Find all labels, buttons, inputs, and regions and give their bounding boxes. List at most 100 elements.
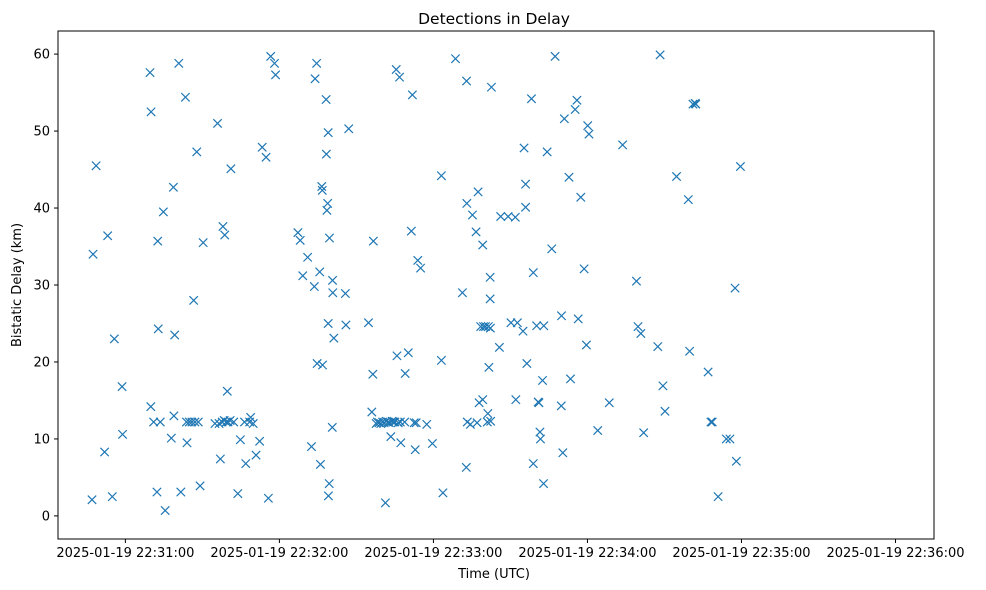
data-point <box>317 181 327 192</box>
data-point <box>180 92 191 102</box>
data-point <box>511 395 521 405</box>
data-point <box>526 94 537 104</box>
data-point <box>212 118 223 128</box>
data-point <box>671 171 682 182</box>
data-point <box>400 417 410 427</box>
data-point <box>691 99 701 109</box>
data-point <box>427 438 438 449</box>
data-point <box>528 458 538 469</box>
data-point <box>328 288 338 298</box>
data-point <box>655 50 665 60</box>
data-point <box>478 240 488 250</box>
data-point <box>233 488 243 499</box>
data-point <box>617 140 628 150</box>
chart-title: Detections in Delay <box>418 10 570 28</box>
data-point <box>484 362 494 372</box>
data-point <box>341 320 351 330</box>
data-point <box>214 418 224 429</box>
data-point <box>170 330 180 340</box>
data-point <box>158 207 169 217</box>
data-point <box>323 127 333 138</box>
data-point <box>324 478 334 489</box>
data-point <box>215 454 225 464</box>
data-point <box>99 447 110 457</box>
data-point <box>457 288 468 298</box>
data-point <box>153 236 163 246</box>
data-point <box>155 417 165 427</box>
data-point <box>246 412 256 423</box>
data-point <box>539 321 549 331</box>
data-point <box>229 417 239 427</box>
data-point <box>169 411 179 421</box>
data-point <box>639 428 649 438</box>
data-point <box>152 487 162 497</box>
data-point <box>550 51 560 62</box>
data-point <box>220 230 230 240</box>
data-point <box>538 478 549 489</box>
y-tick-label: 60 <box>33 48 50 63</box>
data-point <box>556 311 567 321</box>
data-point <box>653 341 663 352</box>
data-point <box>570 104 580 115</box>
data-point <box>579 264 589 274</box>
data-point <box>584 129 594 139</box>
x-axis-title: Time (UTC) <box>457 567 530 582</box>
data-point <box>394 72 405 82</box>
x-tick-label: 2025-01-19 22:32:00 <box>210 546 348 561</box>
data-point <box>367 407 377 417</box>
data-point <box>422 419 432 429</box>
data-point <box>406 226 416 236</box>
data-point <box>510 212 520 222</box>
data-point <box>461 76 472 86</box>
data-point <box>263 493 273 503</box>
data-point <box>87 495 97 505</box>
data-point <box>153 324 163 334</box>
data-point <box>192 147 202 157</box>
data-point <box>518 326 528 336</box>
data-point <box>261 152 271 162</box>
data-point <box>198 238 208 248</box>
data-point <box>438 488 448 498</box>
data-point <box>522 358 532 369</box>
data-point <box>303 252 313 262</box>
data-point <box>293 228 303 238</box>
data-point <box>581 340 592 350</box>
data-point <box>512 318 522 328</box>
data-point <box>103 231 113 241</box>
data-point <box>725 434 735 444</box>
data-point <box>88 249 98 259</box>
data-point <box>485 323 496 333</box>
data-point <box>391 64 401 75</box>
data-point <box>324 233 335 243</box>
data-point <box>528 268 538 278</box>
data-point <box>176 487 186 497</box>
data-point <box>168 182 179 192</box>
data-point <box>707 417 717 427</box>
data-point <box>485 272 495 282</box>
data-point <box>218 221 228 232</box>
data-point <box>450 54 461 64</box>
data-point <box>174 58 184 68</box>
data-point <box>473 187 483 197</box>
data-point <box>494 342 505 352</box>
data-point <box>486 82 497 92</box>
x-axis: 2025-01-19 22:31:00 2025-01-19 22:32:00 20… <box>56 539 965 561</box>
data-point <box>329 333 339 343</box>
data-point <box>559 114 569 124</box>
data-point <box>633 321 643 332</box>
data-point <box>535 434 546 444</box>
data-point <box>241 458 251 469</box>
data-point <box>703 367 713 377</box>
data-point <box>415 263 426 273</box>
data-point <box>312 358 322 369</box>
data-point <box>270 70 281 80</box>
x-tick-label: 2025-01-19 22:36:00 <box>826 546 964 561</box>
data-point <box>222 386 232 396</box>
data-point <box>564 172 574 182</box>
data-point <box>483 408 493 419</box>
data-point <box>471 227 481 237</box>
data-point <box>248 418 258 429</box>
data-point <box>317 185 327 195</box>
